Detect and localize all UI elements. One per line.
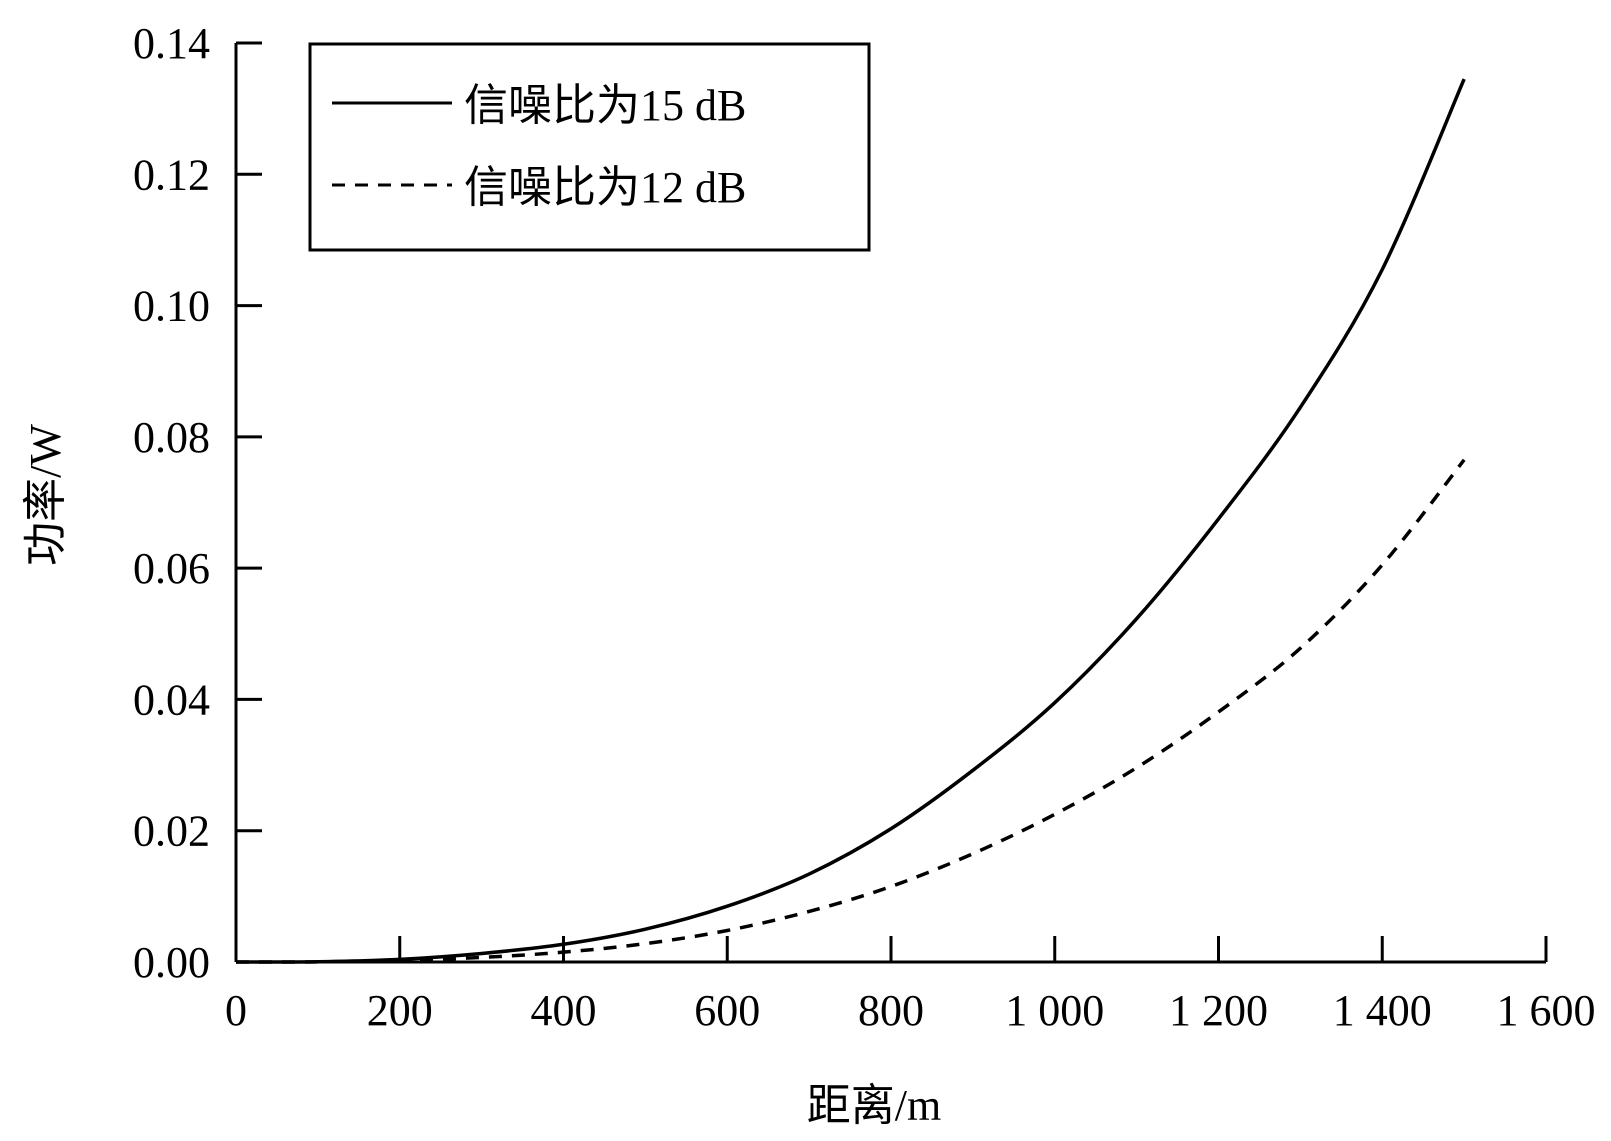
x-tick-label: 1 600 — [1497, 986, 1596, 1035]
x-tick-label: 800 — [858, 986, 924, 1035]
x-tick-label: 1 400 — [1333, 986, 1432, 1035]
y-tick-label: 0.12 — [133, 150, 210, 199]
legend-label-12db: 信噪比为12 dB — [464, 163, 746, 212]
x-tick-label: 400 — [531, 986, 597, 1035]
y-tick-label: 0.10 — [133, 282, 210, 331]
legend: 信噪比为15 dB 信噪比为12 dB — [308, 42, 871, 252]
x-tick-label: 200 — [367, 986, 433, 1035]
y-tick-label: 0.08 — [133, 413, 210, 462]
x-axis-ticks: 0 200 400 600 800 1 000 1 200 1 400 1 600 — [225, 936, 1596, 1035]
legend-box — [308, 42, 871, 252]
x-axis-title: 距离/m — [807, 1081, 941, 1130]
y-tick-label: 0.06 — [133, 544, 210, 593]
series-line-12db — [235, 458, 1466, 964]
x-tick-label: 0 — [225, 986, 247, 1035]
x-tick-label: 600 — [694, 986, 760, 1035]
y-axis-ticks: 0.00 0.02 0.04 0.06 0.08 0.10 0.12 0.14 — [133, 19, 262, 987]
series-layer — [235, 78, 1466, 964]
y-tick-label: 0.14 — [133, 19, 210, 68]
y-tick-label: 0.02 — [133, 807, 210, 856]
x-tick-label: 1 000 — [1005, 986, 1104, 1035]
series-line-15db — [235, 78, 1466, 964]
y-tick-label: 0.00 — [133, 938, 210, 987]
x-tick-label: 1 200 — [1169, 986, 1268, 1035]
y-tick-label: 0.04 — [133, 675, 210, 724]
y-axis-title: 功率/W — [21, 424, 70, 566]
legend-label-15db: 信噪比为15 dB — [464, 81, 746, 130]
